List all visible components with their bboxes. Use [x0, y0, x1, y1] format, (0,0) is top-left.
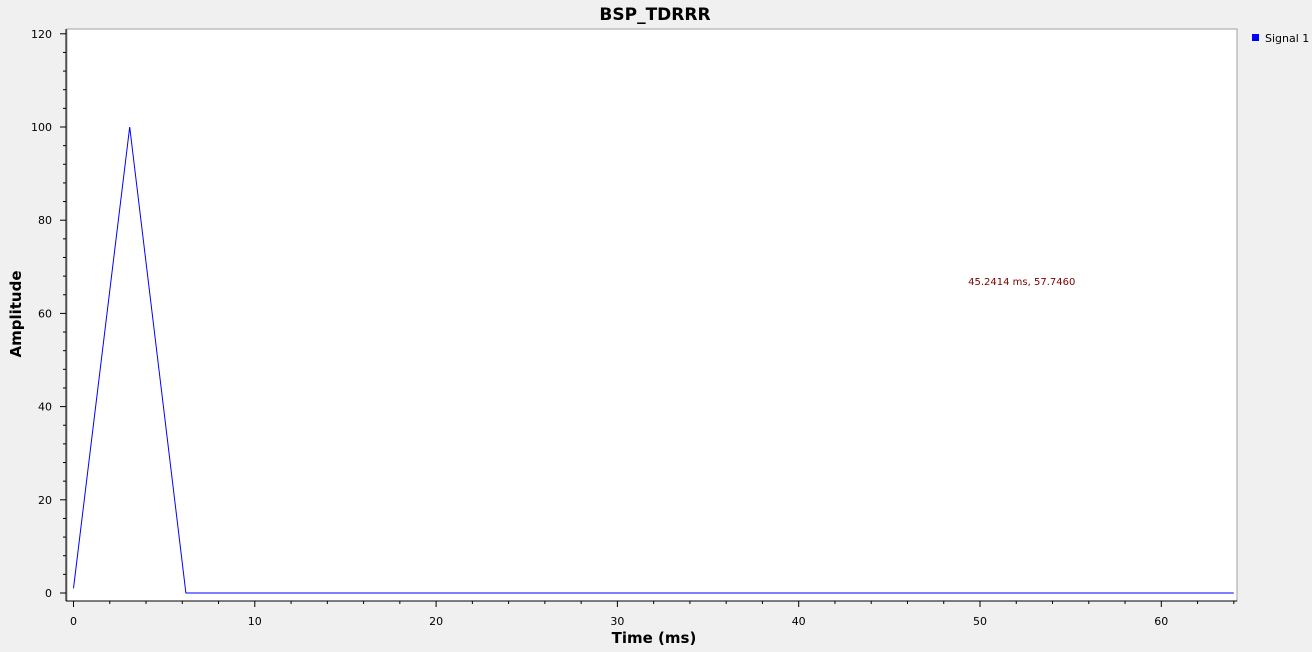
y-tick-label: 0 [45, 587, 52, 600]
x-tick-label: 50 [973, 615, 987, 628]
x-tick-label: 10 [248, 615, 262, 628]
y-tick-label: 60 [38, 307, 52, 320]
legend-swatch [1252, 34, 1259, 41]
x-tick-label: 0 [70, 615, 77, 628]
y-tick-label: 100 [31, 121, 52, 134]
x-tick-label: 30 [610, 615, 624, 628]
y-tick-label: 20 [38, 494, 52, 507]
y-tick-label: 40 [38, 401, 52, 414]
legend[interactable]: Signal 1 [1252, 32, 1309, 45]
chart-title: BSP_TDRRR [599, 5, 710, 25]
y-axis: 0 20 40 60 80 100 120 [31, 28, 66, 600]
y-axis-title: Amplitude [7, 270, 25, 357]
y-tick-label: 80 [38, 214, 52, 227]
y-tick-label: 120 [31, 28, 52, 41]
x-tick-label: 40 [792, 615, 806, 628]
series-line [73, 126, 1234, 594]
x-tick-label: 20 [429, 615, 443, 628]
legend-label: Signal 1 [1265, 32, 1309, 45]
x-tick-label: 60 [1154, 615, 1168, 628]
plot-area[interactable] [66, 28, 1238, 602]
cursor-readout: 45.2414 ms, 57.7460 [968, 277, 1075, 288]
x-axis-title: Time (ms) [612, 629, 697, 647]
series-layer [73, 126, 1234, 594]
x-axis: 0 10 20 30 40 50 60 [70, 601, 1235, 628]
